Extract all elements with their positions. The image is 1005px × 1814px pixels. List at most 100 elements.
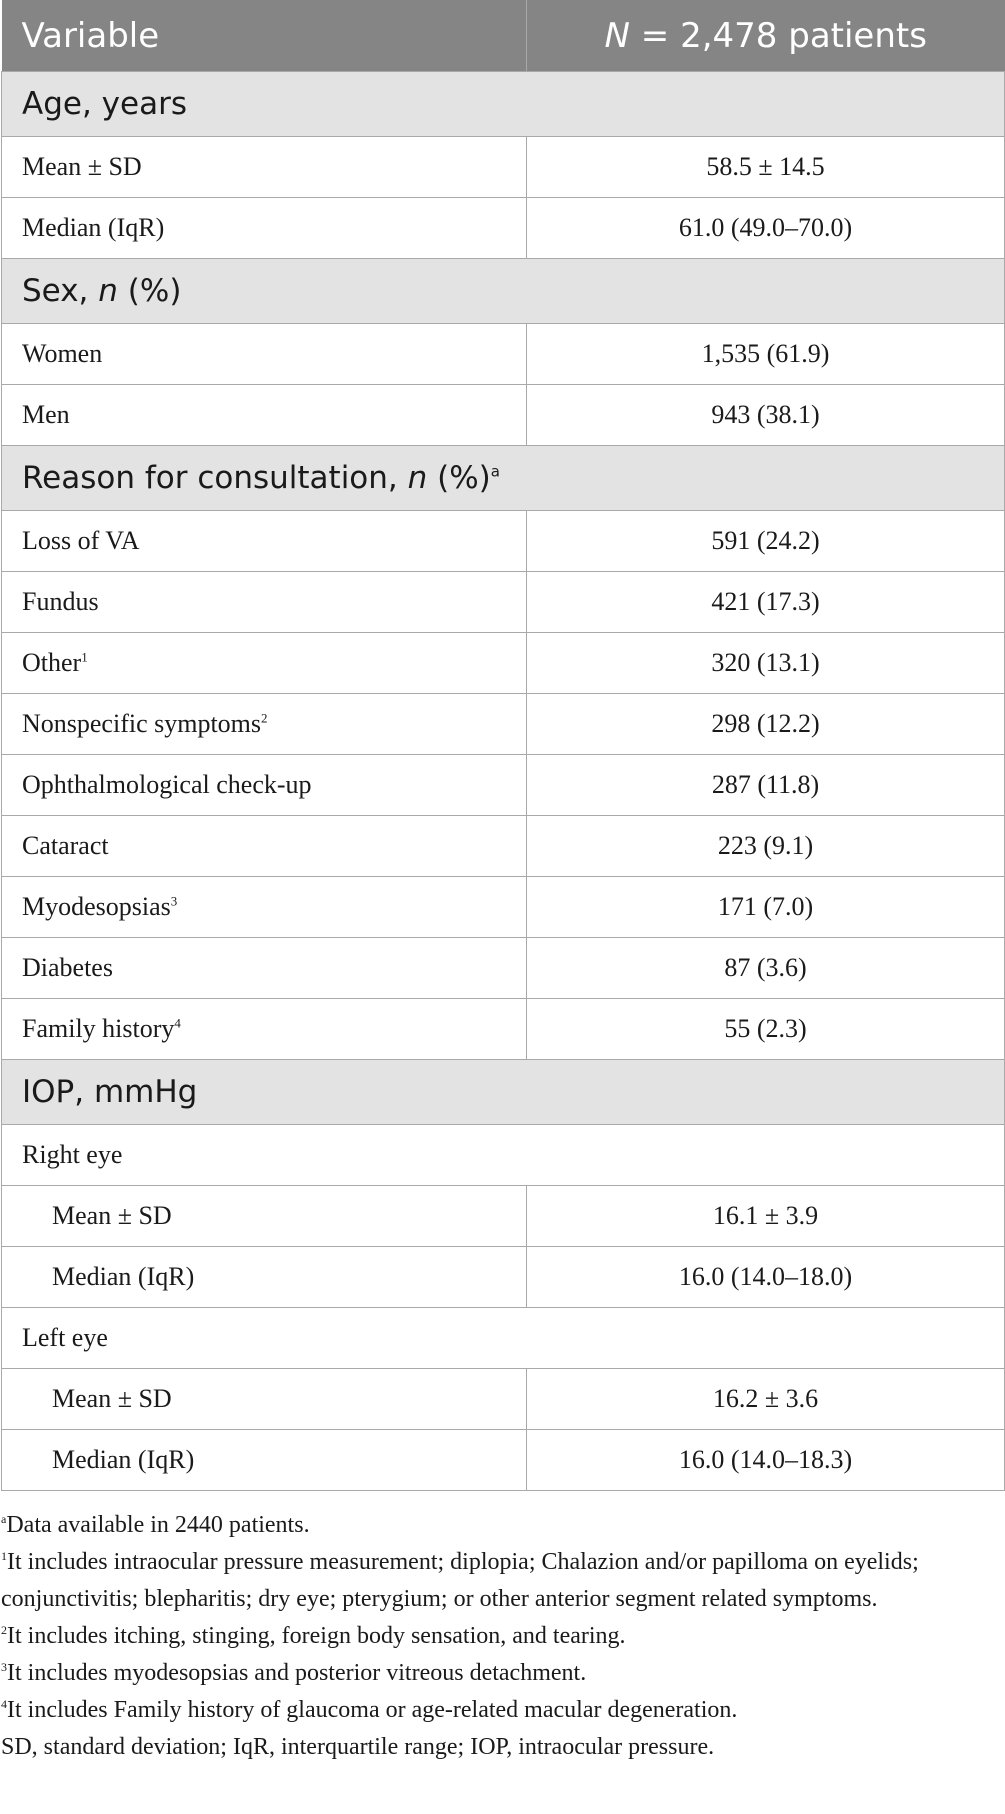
table-container: Variable N = 2,478 patients Age, years M… — [1, 0, 1005, 1766]
row-label: Diabetes — [1, 937, 527, 999]
footnote-marker: 3 — [1, 1660, 7, 1674]
row-label: Mean ± SD — [1, 1368, 527, 1430]
section-title-unit: (%) — [117, 273, 182, 309]
row-value: 298 (12.2) — [526, 693, 1005, 755]
row-label: Cataract — [1, 815, 527, 877]
section-title-n: n — [407, 460, 428, 496]
row-label: Family history4 — [1, 998, 527, 1060]
row-label-text: Fundus — [22, 587, 99, 616]
header-patients-count: = 2,478 patients — [629, 15, 927, 56]
table-row: Cataract 223 (9.1) — [1, 815, 1005, 877]
table-row: Myodesopsias3 171 (7.0) — [1, 876, 1005, 938]
header-variable: Variable — [1, 0, 527, 72]
table-row: Median (IqR) 61.0 (49.0–70.0) — [1, 197, 1005, 259]
footnote: 2It includes itching, stinging, foreign … — [1, 1618, 1004, 1655]
subgroup-label: Right eye — [1, 1124, 1005, 1186]
table-row: Diabetes 87 (3.6) — [1, 937, 1005, 999]
footnote-marker: 1 — [81, 649, 88, 665]
footnote: 1It includes intraocular pressure measur… — [1, 1544, 1004, 1618]
section-title-n: n — [98, 273, 118, 309]
footnote-marker: a — [1, 1512, 7, 1526]
footnote-text: It includes Family history of glaucoma o… — [7, 1697, 738, 1723]
footnote-marker: 2 — [261, 710, 268, 726]
section-iop: IOP, mmHg — [1, 1059, 1005, 1125]
row-value: 287 (11.8) — [526, 754, 1005, 816]
row-value: 55 (2.3) — [526, 998, 1005, 1060]
row-value: 943 (38.1) — [526, 384, 1005, 446]
footnote-marker: 2 — [1, 1623, 7, 1637]
footnote-text: It includes itching, stinging, foreign b… — [7, 1623, 626, 1649]
row-value: 320 (13.1) — [526, 632, 1005, 694]
table-row: Family history4 55 (2.3) — [1, 998, 1005, 1060]
footnote-text: It includes myodesopsias and posterior v… — [7, 1660, 587, 1686]
footnote: 3It includes myodesopsias and posterior … — [1, 1655, 1004, 1692]
abbreviations-note: SD, standard deviation; IqR, interquarti… — [1, 1734, 715, 1760]
table-row: Women 1,535 (61.9) — [1, 323, 1005, 385]
footnote-text: Data available in 2440 patients. — [6, 1512, 310, 1538]
patient-characteristics-table: Variable N = 2,478 patients Age, years M… — [1, 0, 1005, 1491]
header-patients: N = 2,478 patients — [526, 0, 1005, 72]
row-value: 16.0 (14.0–18.0) — [526, 1246, 1005, 1308]
footnote-marker: 4 — [1, 1697, 7, 1711]
row-label: Mean ± SD — [1, 1185, 527, 1247]
footnote-marker: 1 — [1, 1549, 7, 1563]
subgroup-right-eye: Right eye — [1, 1124, 1005, 1186]
section-title-unit: (%) — [427, 460, 491, 496]
row-label: Mean ± SD — [1, 136, 527, 198]
row-label: Women — [1, 323, 527, 385]
footnote-marker: a — [490, 462, 500, 481]
table-row: Nonspecific symptoms2 298 (12.2) — [1, 693, 1005, 755]
row-label: Other1 — [1, 632, 527, 694]
row-value: 58.5 ± 14.5 — [526, 136, 1005, 198]
table-footnotes: aData available in 2440 patients. 1It in… — [1, 1507, 1004, 1766]
section-title: IOP, mmHg — [1, 1059, 1005, 1125]
table-row: Median (IqR) 16.0 (14.0–18.3) — [1, 1429, 1005, 1491]
table-row: Mean ± SD 58.5 ± 14.5 — [1, 136, 1005, 198]
footnote: aData available in 2440 patients. — [1, 1507, 1004, 1544]
table-row: Mean ± SD 16.1 ± 3.9 — [1, 1185, 1005, 1247]
row-label: Loss of VA — [1, 510, 527, 572]
table-row: Other1 320 (13.1) — [1, 632, 1005, 694]
table-row: Men 943 (38.1) — [1, 384, 1005, 446]
section-title: Sex, n (%) — [1, 258, 1005, 324]
subgroup-left-eye: Left eye — [1, 1307, 1005, 1369]
row-value: 591 (24.2) — [526, 510, 1005, 572]
row-value: 421 (17.3) — [526, 571, 1005, 633]
table-row: Loss of VA 591 (24.2) — [1, 510, 1005, 572]
row-label-text: Diabetes — [22, 953, 113, 982]
table-header-row: Variable N = 2,478 patients — [1, 0, 1005, 72]
row-label-text: Cataract — [22, 831, 109, 860]
row-label: Myodesopsias3 — [1, 876, 527, 938]
section-reason: Reason for consultation, n (%)a — [1, 445, 1005, 511]
section-title: Age, years — [1, 71, 1005, 137]
header-n: N — [604, 15, 630, 56]
row-value: 1,535 (61.9) — [526, 323, 1005, 385]
section-title-text: Sex, — [22, 273, 99, 309]
row-label: Fundus — [1, 571, 527, 633]
table-row: Fundus 421 (17.3) — [1, 571, 1005, 633]
footnote-marker: 4 — [174, 1015, 181, 1031]
row-value: 171 (7.0) — [526, 876, 1005, 938]
table-row: Median (IqR) 16.0 (14.0–18.0) — [1, 1246, 1005, 1308]
section-title: Reason for consultation, n (%)a — [1, 445, 1005, 511]
row-label: Median (IqR) — [1, 197, 527, 259]
row-label: Median (IqR) — [1, 1246, 527, 1308]
row-label: Nonspecific symptoms2 — [1, 693, 527, 755]
row-value: 16.2 ± 3.6 — [526, 1368, 1005, 1430]
row-label-text: Ophthalmological check-up — [22, 770, 312, 799]
row-value: 16.1 ± 3.9 — [526, 1185, 1005, 1247]
footnote-text: It includes intraocular pressure measure… — [1, 1549, 919, 1612]
row-value: 16.0 (14.0–18.3) — [526, 1429, 1005, 1491]
row-label: Men — [1, 384, 527, 446]
footnote: 4It includes Family history of glaucoma … — [1, 1692, 1004, 1729]
section-title-text: Reason for consultation, — [22, 460, 408, 496]
section-sex: Sex, n (%) — [1, 258, 1005, 324]
table-row: Ophthalmological check-up 287 (11.8) — [1, 754, 1005, 816]
row-label-text: Nonspecific symptoms — [22, 709, 262, 738]
row-label: Ophthalmological check-up — [1, 754, 527, 816]
row-label: Median (IqR) — [1, 1429, 527, 1491]
row-label-text: Other — [22, 648, 82, 677]
row-value: 61.0 (49.0–70.0) — [526, 197, 1005, 259]
row-value: 223 (9.1) — [526, 815, 1005, 877]
footnote-marker: 3 — [170, 893, 178, 909]
